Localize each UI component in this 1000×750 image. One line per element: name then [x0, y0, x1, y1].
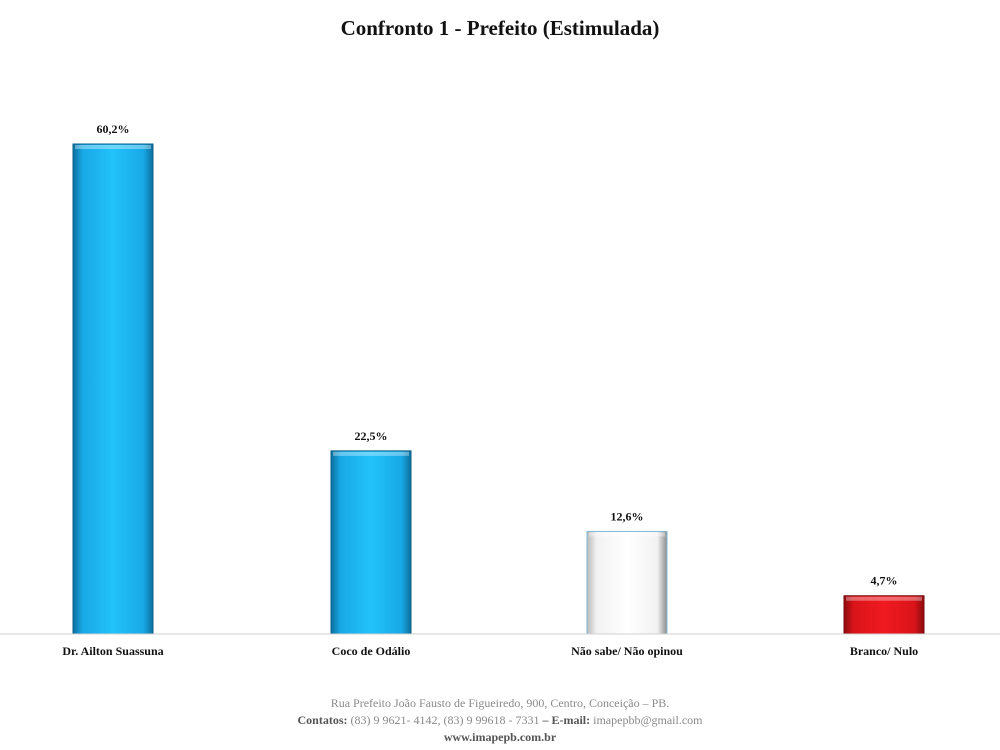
- bar-value-label-1: 60,2%: [97, 122, 130, 136]
- footer: Rua Prefeito João Fausto de Figueiredo, …: [0, 695, 1000, 746]
- bar-bevel-2: [333, 451, 409, 456]
- footer-website[interactable]: www.imapepb.com.br: [443, 730, 557, 744]
- bar-2: [330, 450, 412, 635]
- category-label-3: Não sabe/ Não opinou: [571, 644, 683, 658]
- bar-bevel-1: [75, 145, 151, 149]
- category-label-4: Branco/ Nulo: [850, 644, 918, 658]
- footer-contacts-value: (83) 9 9621- 4142, (83) 9 99618 - 7331: [347, 713, 543, 727]
- bar-1: [72, 143, 154, 635]
- footer-email-value: imapepbb@gmail.com: [590, 713, 703, 727]
- footer-email-label: – E-mail:: [542, 713, 591, 727]
- bar-4: [843, 595, 925, 635]
- footer-address: Rua Prefeito João Fausto de Figueiredo, …: [330, 696, 670, 710]
- bar-value-label-2: 22,5%: [355, 429, 388, 443]
- footer-contacts-label: Contatos:: [297, 713, 348, 727]
- bar-value-label-3: 12,6%: [611, 509, 644, 523]
- bar-bevel-3: [589, 532, 665, 537]
- chart-title: Confronto 1 - Prefeito (Estimulada): [340, 16, 660, 40]
- bar-value-label-4: 4,7%: [871, 574, 898, 588]
- bar-bevel-4: [846, 596, 922, 601]
- category-label-2: Coco de Odálio: [332, 644, 411, 658]
- bar-chart: 60,2% 22,5% 12,6% 4,7% Dr. Ailton Suassuna C…: [0, 122, 1000, 658]
- category-label-1: Dr. Ailton Suassuna: [62, 644, 163, 658]
- bars-group: 60,2% 22,5% 12,6% 4,7%: [72, 122, 925, 635]
- footer-contacts: Contatos: (83) 9 9621- 4142, (83) 9 9961…: [0, 712, 1000, 729]
- bar-3: [586, 530, 668, 635]
